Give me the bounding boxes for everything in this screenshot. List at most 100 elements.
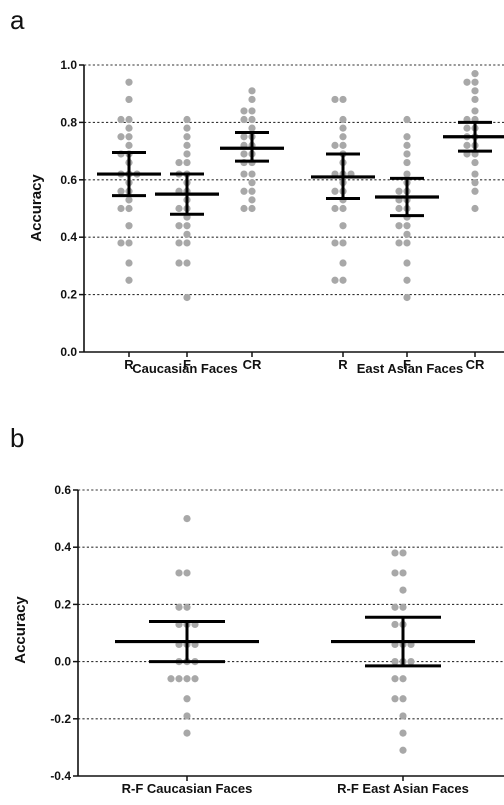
data-point: [403, 115, 411, 124]
y-tick-label: -0.4: [50, 769, 71, 783]
data-point: [117, 239, 125, 247]
data-point: [240, 170, 248, 178]
data-point: [183, 603, 191, 611]
data-point: [471, 179, 479, 187]
data-point: [399, 746, 407, 754]
data-point: [175, 259, 183, 267]
panel-b-tick-labels: -0.4 -0.2 0.0 0.2 0.4 0.6 R-F Caucasian Faces R…: [50, 483, 469, 796]
data-point: [403, 141, 411, 149]
data-point: [125, 204, 133, 213]
data-point: [183, 293, 191, 302]
data-point: [248, 107, 256, 115]
y-tick-label: -0.2: [50, 712, 71, 726]
data-point: [175, 675, 183, 683]
data-point: [399, 729, 407, 737]
data-point: [395, 239, 403, 247]
data-point: [183, 230, 191, 238]
data-point: [403, 276, 411, 284]
data-point: [183, 133, 191, 141]
data-point: [183, 695, 191, 703]
x-tick-label: R: [338, 357, 348, 372]
data-point: [471, 107, 479, 115]
data-point: [339, 204, 347, 213]
data-point: [240, 115, 248, 124]
data-point: [403, 259, 411, 267]
y-tick-label: 0.8: [60, 115, 77, 129]
data-point: [339, 133, 347, 141]
data-point: [117, 133, 125, 141]
x-tick-label: F: [183, 357, 191, 372]
data-point: [125, 78, 133, 86]
data-point: [331, 204, 339, 213]
data-point: [248, 95, 256, 104]
x-tick-label: R-F Caucasian Faces: [122, 781, 253, 796]
x-tick-label: CR: [466, 357, 485, 372]
data-point: [395, 222, 403, 230]
panel-b-points: [167, 515, 415, 754]
panel-b-grid: [78, 489, 504, 720]
data-point: [403, 170, 411, 178]
data-point: [117, 115, 125, 124]
data-point: [248, 179, 256, 187]
y-tick-label: 1.0: [60, 58, 77, 72]
data-point: [183, 124, 191, 132]
data-point: [399, 695, 407, 703]
data-point: [240, 107, 248, 115]
data-point: [125, 133, 133, 141]
data-point: [331, 187, 339, 195]
y-tick-label: 0.0: [60, 345, 77, 359]
data-point: [403, 158, 411, 167]
y-tick-label: 0.6: [60, 173, 77, 187]
x-tick-label: F: [403, 357, 411, 372]
data-point: [339, 259, 347, 267]
y-tick-label: 0.4: [60, 230, 77, 244]
data-point: [471, 95, 479, 104]
data-point: [399, 549, 407, 557]
data-point: [399, 675, 407, 683]
data-point: [125, 222, 133, 230]
data-point: [248, 204, 256, 213]
data-point: [391, 549, 399, 557]
data-point: [471, 170, 479, 178]
data-point: [339, 276, 347, 284]
data-point: [175, 204, 183, 213]
data-point: [391, 695, 399, 703]
group-label: Caucasian Faces: [132, 361, 238, 376]
data-point: [183, 569, 191, 577]
data-point: [331, 239, 339, 247]
data-point: [117, 204, 125, 213]
y-tick-label: 0.2: [54, 597, 71, 611]
data-point: [248, 87, 256, 95]
data-point: [240, 204, 248, 213]
data-point: [248, 115, 256, 124]
data-point: [331, 141, 339, 149]
data-point: [175, 158, 183, 167]
data-point: [339, 222, 347, 230]
data-point: [339, 95, 347, 104]
data-point: [125, 115, 133, 124]
y-tick-label: 0.6: [54, 483, 71, 497]
data-point: [395, 187, 403, 195]
panel-b-axes: [73, 489, 504, 781]
data-point: [471, 87, 479, 95]
data-point: [248, 187, 256, 195]
data-point: [117, 187, 125, 195]
data-point: [240, 133, 248, 141]
data-point: [407, 658, 415, 666]
data-point: [391, 658, 399, 666]
data-point: [403, 222, 411, 230]
data-point: [339, 239, 347, 247]
panel-a-grid: [84, 64, 504, 296]
x-tick-label: R-F East Asian Faces: [337, 781, 469, 796]
data-point: [183, 712, 191, 720]
panel-a: a Accuracy 0.0 0.2 0.4 0.6 0.8 1.0 R F CR R F CR Cau…: [10, 5, 504, 376]
data-point: [183, 259, 191, 267]
y-tick-label: 0.4: [54, 540, 71, 554]
data-point: [471, 158, 479, 167]
data-point: [240, 187, 248, 195]
data-point: [175, 603, 183, 611]
data-point: [399, 603, 407, 611]
panel-a-error-bars: [97, 120, 504, 218]
panel-a-tick-labels: 0.0 0.2 0.4 0.6 0.8 1.0 R F CR R F CR Caucasian Face…: [60, 58, 485, 376]
data-point: [395, 204, 403, 213]
